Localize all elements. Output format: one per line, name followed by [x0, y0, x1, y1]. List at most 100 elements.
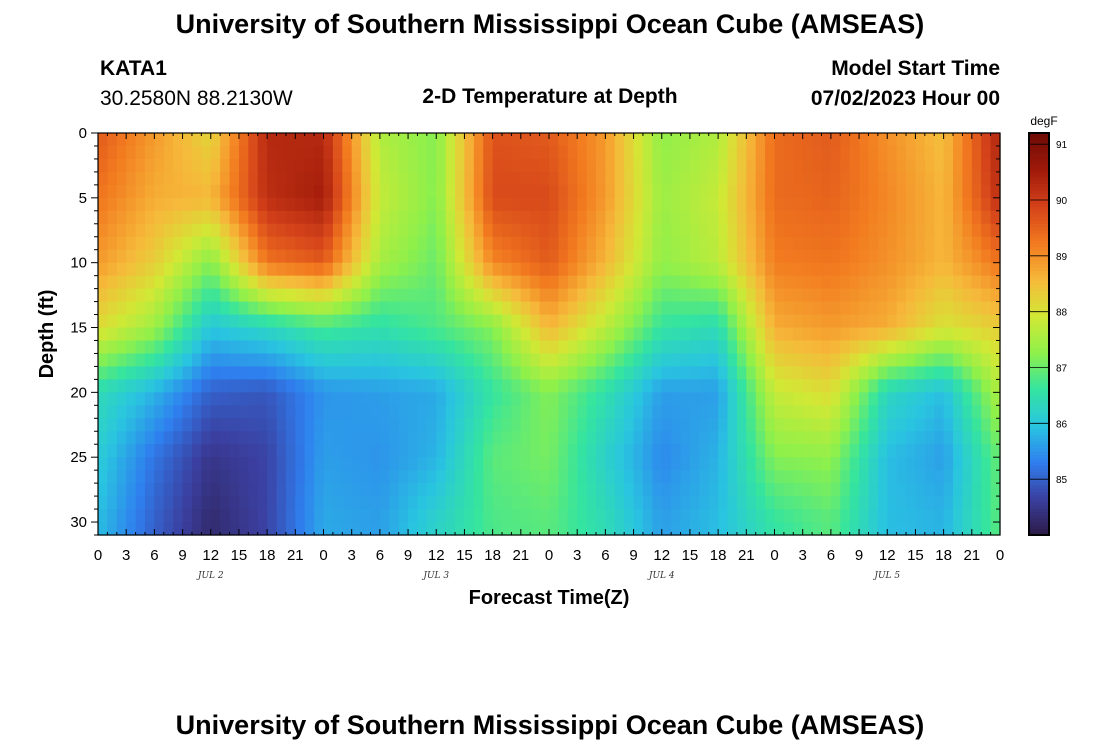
heatmap-cell: [624, 288, 635, 303]
heatmap-cell: [830, 327, 841, 342]
heatmap-cell: [962, 158, 973, 173]
heatmap-cell: [342, 496, 353, 510]
heatmap-cell: [220, 210, 231, 225]
heatmap-cell: [605, 314, 616, 329]
heatmap-cell: [943, 444, 954, 458]
heatmap-cell: [859, 405, 870, 419]
heatmap-cell: [661, 444, 672, 458]
heatmap-cell: [971, 262, 982, 277]
heatmap-cell: [680, 171, 691, 186]
axis-ticks: [91, 132, 1001, 536]
heatmap-cell: [877, 275, 888, 290]
heatmap-cell: [906, 158, 917, 173]
colorbar-segment: [1029, 384, 1049, 389]
heatmap-cell: [154, 145, 165, 160]
heatmap-cell: [502, 133, 513, 147]
heatmap-cell: [689, 249, 700, 264]
heatmap-cell: [455, 470, 466, 484]
heatmap-cell: [802, 366, 813, 380]
heatmap-cell: [830, 353, 841, 368]
heatmap-cell: [502, 340, 513, 355]
heatmap-cell: [116, 249, 127, 264]
heatmap-cell: [953, 509, 964, 523]
heatmap-cell: [877, 288, 888, 303]
heatmap-cell: [652, 444, 663, 458]
heatmap-cell: [727, 133, 738, 147]
heatmap-cell: [295, 392, 306, 406]
heatmap-cell: [191, 470, 202, 484]
heatmap-cell: [257, 145, 268, 160]
heatmap-cell: [126, 444, 137, 458]
heatmap-cell: [370, 379, 381, 393]
heatmap-cell: [229, 262, 240, 277]
heatmap-cell: [173, 353, 184, 368]
heatmap-cell: [530, 301, 541, 316]
heatmap-cell: [652, 262, 663, 277]
heatmap-cell: [163, 353, 174, 368]
heatmap-cell: [492, 405, 503, 419]
heatmap-cell: [426, 133, 437, 147]
heatmap-cell: [783, 379, 794, 393]
heatmap-cell: [605, 496, 616, 510]
heatmap-cell: [238, 158, 249, 173]
heatmap-cell: [511, 301, 522, 316]
heatmap-cell: [605, 353, 616, 368]
heatmap-cell: [276, 249, 287, 264]
heatmap-cell: [549, 210, 559, 225]
heatmap-cell: [539, 444, 550, 458]
heatmap-cell: [567, 340, 578, 355]
heatmap-cell: [577, 314, 588, 329]
heatmap-cell: [783, 288, 794, 303]
heatmap-cell: [840, 483, 851, 497]
heatmap-cell: [351, 171, 362, 186]
heatmap-cell: [539, 301, 550, 316]
heatmap-cell: [229, 158, 240, 173]
heatmap-cell: [586, 236, 597, 251]
heatmap-cell: [934, 171, 945, 186]
heatmap-cell: [257, 444, 268, 458]
heatmap-cell: [558, 184, 569, 199]
heatmap-cell: [285, 249, 296, 264]
heatmap-cell: [614, 171, 625, 186]
heatmap-cell: [342, 288, 353, 303]
heatmap-cell: [436, 133, 447, 147]
heatmap-cell: [408, 379, 419, 393]
heatmap-cell: [783, 210, 794, 225]
heatmap-cell: [774, 483, 785, 497]
heatmap-cell: [276, 431, 287, 445]
heatmap-cell: [962, 457, 973, 471]
heatmap-cell: [821, 197, 832, 212]
heatmap-cell: [736, 223, 747, 238]
heatmap-cell: [877, 470, 888, 484]
heatmap-cell: [530, 379, 541, 393]
heatmap-cell: [934, 236, 945, 251]
heatmap-cell: [859, 509, 870, 523]
heatmap-cell: [163, 431, 174, 445]
heatmap-cell: [586, 418, 597, 432]
heatmap-cell: [492, 158, 503, 173]
heatmap-cell: [191, 314, 202, 329]
heatmap-cell: [342, 197, 353, 212]
heatmap-cell: [135, 431, 146, 445]
heatmap-cell: [520, 145, 531, 160]
heatmap-cell: [840, 133, 851, 147]
heatmap-cell: [351, 353, 362, 368]
heatmap-cell: [220, 275, 231, 290]
heatmap-cell: [98, 392, 108, 406]
heatmap-cell: [511, 457, 522, 471]
heatmap-cell: [783, 197, 794, 212]
heatmap-cell: [915, 366, 926, 380]
heatmap-cell: [473, 522, 484, 536]
heatmap-cell: [755, 444, 766, 458]
heatmap-cell: [492, 133, 503, 147]
heatmap-cell: [361, 509, 372, 523]
heatmap-cell: [689, 431, 700, 445]
heatmap-cell: [520, 379, 531, 393]
heatmap-cell: [774, 223, 785, 238]
heatmap-cell: [342, 210, 353, 225]
heatmap-cell: [595, 522, 606, 536]
heatmap-cell: [783, 444, 794, 458]
heatmap-cell: [539, 366, 550, 380]
heatmap-cell: [774, 327, 785, 342]
heatmap-cell: [859, 145, 870, 160]
